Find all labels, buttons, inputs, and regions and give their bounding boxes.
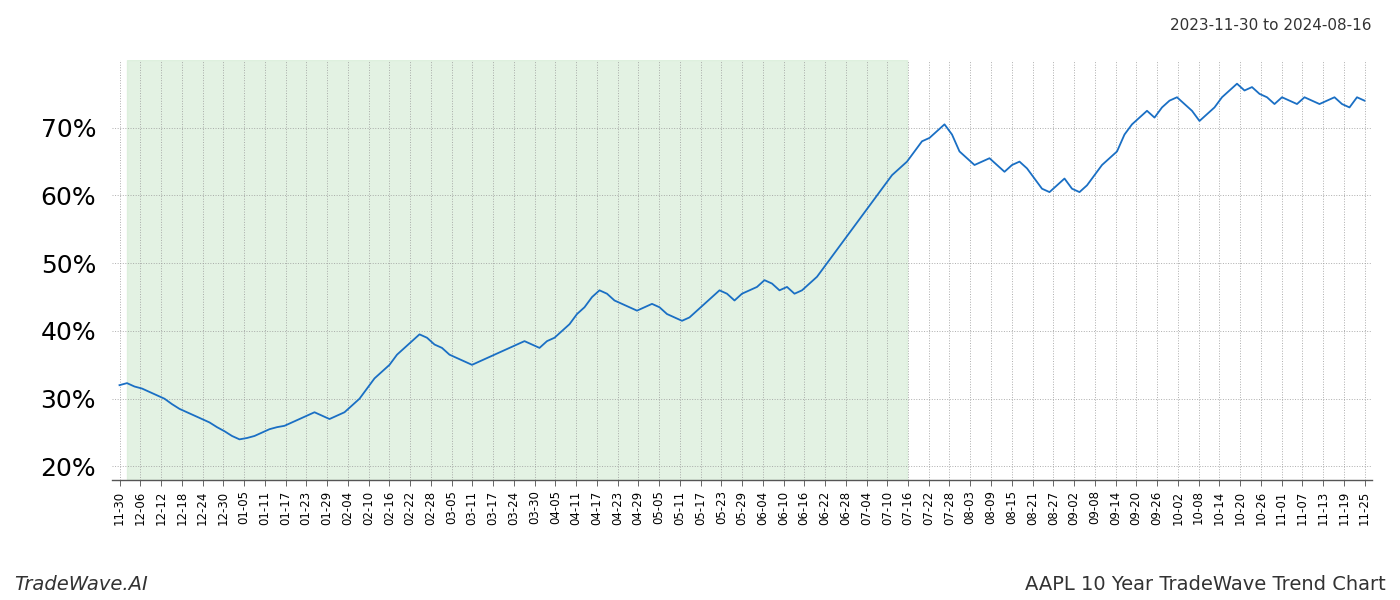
Text: 2023-11-30 to 2024-08-16: 2023-11-30 to 2024-08-16 <box>1170 18 1372 33</box>
Text: TradeWave.AI: TradeWave.AI <box>14 575 148 594</box>
Bar <box>127 60 907 480</box>
Text: AAPL 10 Year TradeWave Trend Chart: AAPL 10 Year TradeWave Trend Chart <box>1025 575 1386 594</box>
